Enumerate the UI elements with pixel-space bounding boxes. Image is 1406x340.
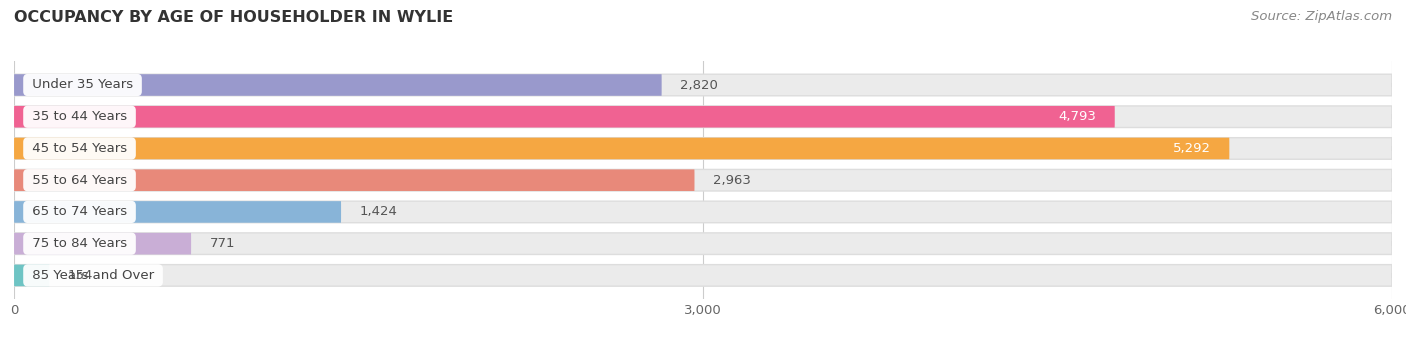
Text: 55 to 64 Years: 55 to 64 Years	[28, 174, 131, 187]
FancyBboxPatch shape	[14, 265, 1392, 286]
FancyBboxPatch shape	[14, 74, 662, 96]
FancyBboxPatch shape	[14, 106, 1115, 128]
Text: 4,793: 4,793	[1059, 110, 1097, 123]
Text: 35 to 44 Years: 35 to 44 Years	[28, 110, 131, 123]
FancyBboxPatch shape	[14, 233, 191, 254]
Text: 75 to 84 Years: 75 to 84 Years	[28, 237, 131, 250]
FancyBboxPatch shape	[14, 74, 1392, 96]
FancyBboxPatch shape	[14, 169, 1392, 191]
FancyBboxPatch shape	[14, 233, 1392, 254]
Text: Under 35 Years: Under 35 Years	[28, 79, 138, 91]
Text: 45 to 54 Years: 45 to 54 Years	[28, 142, 131, 155]
Text: 1,424: 1,424	[360, 205, 398, 218]
Text: 85 Years and Over: 85 Years and Over	[28, 269, 159, 282]
FancyBboxPatch shape	[14, 106, 1392, 128]
Text: 2,820: 2,820	[681, 79, 718, 91]
FancyBboxPatch shape	[14, 138, 1229, 159]
FancyBboxPatch shape	[14, 169, 695, 191]
Text: 771: 771	[209, 237, 235, 250]
FancyBboxPatch shape	[14, 138, 1392, 159]
Text: 5,292: 5,292	[1173, 142, 1211, 155]
FancyBboxPatch shape	[14, 265, 49, 286]
Text: 154: 154	[67, 269, 93, 282]
Text: OCCUPANCY BY AGE OF HOUSEHOLDER IN WYLIE: OCCUPANCY BY AGE OF HOUSEHOLDER IN WYLIE	[14, 10, 453, 25]
Text: 65 to 74 Years: 65 to 74 Years	[28, 205, 131, 218]
FancyBboxPatch shape	[14, 201, 342, 223]
FancyBboxPatch shape	[14, 201, 1392, 223]
Text: Source: ZipAtlas.com: Source: ZipAtlas.com	[1251, 10, 1392, 23]
Text: 2,963: 2,963	[713, 174, 751, 187]
